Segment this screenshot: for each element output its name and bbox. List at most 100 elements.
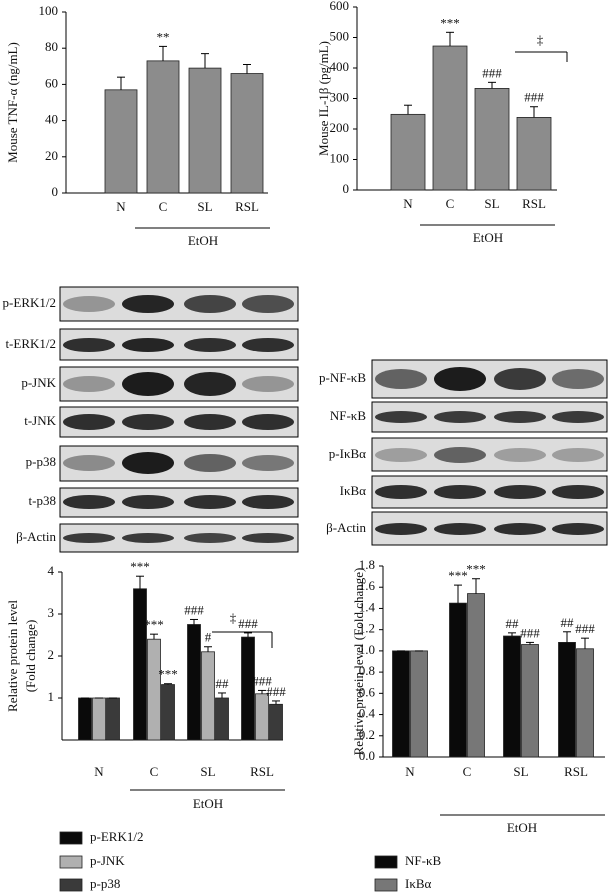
blot-label: p-IκBα: [329, 446, 366, 461]
band: [63, 414, 115, 430]
legend-label: p-ERK1/2: [90, 829, 143, 844]
significance-label: ###: [524, 90, 544, 105]
bar: [230, 73, 264, 194]
significance-label: ###: [266, 684, 286, 699]
blot-label: p-JNK: [21, 375, 56, 390]
legend-swatch: [374, 855, 398, 869]
band: [494, 523, 546, 535]
bar: [92, 697, 106, 741]
band: [494, 485, 546, 499]
band: [434, 367, 486, 391]
y-tick-label: 1.8: [359, 557, 375, 572]
band: [434, 447, 486, 463]
y-tick-label: 60: [45, 75, 58, 90]
x-tick-label: C: [463, 764, 472, 779]
significance-label: ###: [482, 65, 502, 80]
bar: [106, 697, 120, 741]
band: [122, 414, 174, 430]
band: [122, 372, 174, 396]
significance-label: ***: [130, 559, 150, 574]
x-tick-label: N: [116, 199, 126, 214]
band: [122, 295, 174, 313]
band: [122, 452, 174, 474]
y-tick-label: 1: [48, 689, 55, 704]
band: [122, 533, 174, 543]
band: [552, 369, 604, 389]
group-label: EtOH: [507, 820, 537, 835]
x-tick-label: SL: [197, 199, 212, 214]
blot-row: [371, 437, 608, 472]
bar: [449, 602, 467, 758]
legend-swatch: [59, 831, 83, 845]
y-tick-label: 3: [48, 605, 55, 620]
legend-swatch: [59, 878, 83, 892]
band: [494, 448, 546, 462]
band: [63, 495, 115, 509]
x-tick-label: SL: [513, 764, 528, 779]
bar: [188, 67, 222, 194]
y-tick-label: 600: [330, 0, 350, 13]
band: [242, 376, 294, 392]
legend-label: IκBα: [405, 876, 432, 891]
bar: [215, 697, 229, 741]
band: [242, 414, 294, 430]
band: [242, 455, 294, 471]
band: [434, 523, 486, 535]
x-tick-label: C: [446, 196, 455, 211]
blot-label: t-p38: [29, 493, 56, 508]
band: [375, 369, 427, 389]
band: [375, 411, 427, 423]
bar: [255, 693, 269, 741]
x-tick-label: SL: [484, 196, 499, 211]
band: [63, 296, 115, 312]
bar: [576, 648, 594, 758]
bar: [392, 650, 410, 758]
bar: [521, 644, 539, 758]
band: [375, 485, 427, 499]
blot-label: β-Actin: [16, 529, 56, 544]
x-tick-label: RSL: [564, 764, 588, 779]
y-tick-label: 0.0: [359, 748, 375, 763]
blot-row: [59, 366, 299, 402]
significance-label: ***: [144, 617, 164, 632]
bar: [516, 117, 552, 191]
y-tick-label: 0.4: [359, 706, 376, 721]
blot-label: t-JNK: [24, 413, 56, 428]
legend-swatch: [374, 878, 398, 892]
blot-label: p-NF-κB: [319, 370, 366, 385]
bar: [146, 60, 180, 194]
y-tick-label: 1.2: [359, 621, 375, 636]
significance-label: ###: [520, 625, 540, 640]
blot-label: β-Actin: [326, 520, 366, 535]
significance-label: ###: [238, 616, 258, 631]
band: [184, 414, 236, 430]
band: [494, 411, 546, 423]
blot-label: p-ERK1/2: [3, 295, 56, 310]
band: [434, 485, 486, 499]
legend-label: p-p38: [90, 876, 120, 891]
y-axis-label: Relative protein level (Fold change): [351, 568, 366, 756]
group-label: EtOH: [473, 230, 503, 245]
bar: [187, 624, 201, 741]
x-tick-label: RSL: [250, 764, 274, 779]
x-tick-label: N: [405, 764, 415, 779]
blot-left: [59, 286, 299, 553]
x-tick-label: SL: [200, 764, 215, 779]
bar: [201, 651, 215, 741]
band: [242, 533, 294, 543]
y-tick-label: 80: [45, 39, 58, 54]
band: [184, 454, 236, 472]
band: [375, 448, 427, 462]
y-tick-label: 100: [39, 3, 59, 18]
band: [184, 338, 236, 352]
band: [552, 485, 604, 499]
band: [552, 448, 604, 462]
band: [375, 523, 427, 535]
x-tick-label: N: [403, 196, 413, 211]
significance-label: **: [157, 29, 170, 44]
band: [63, 455, 115, 471]
bar: [467, 593, 485, 758]
bracket-label: ‡: [537, 32, 544, 47]
x-tick-label: RSL: [235, 199, 259, 214]
